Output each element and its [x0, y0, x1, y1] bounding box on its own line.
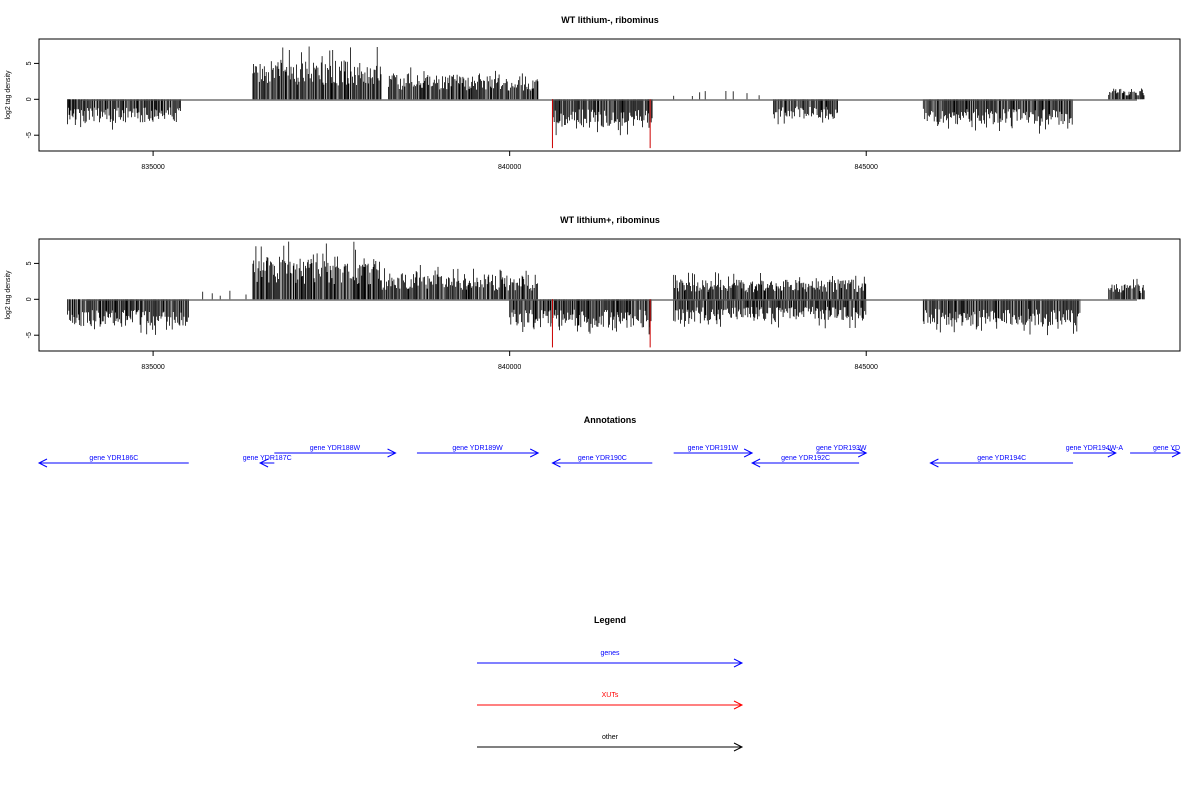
legend-arrowhead — [733, 658, 744, 668]
panel2-y-tick-label: 5 — [26, 261, 33, 265]
legend-label: other — [602, 734, 619, 741]
gene-feature-arrowhead — [858, 448, 868, 458]
gene-feature-label: gene YDR194W-A — [1066, 445, 1124, 452]
legend-arrowhead — [733, 700, 744, 710]
gene-feature-label: gene YDR193W — [816, 445, 867, 452]
panel2-xut-marks — [551, 299, 651, 348]
gene-feature-label: gene YD — [1153, 445, 1180, 452]
legend-label: XUTs — [602, 692, 619, 699]
legend: genes XUTs other — [477, 650, 744, 752]
panel2-ylabel: log2 tag density — [5, 270, 12, 320]
panel2-x-tick-label: 835000 — [141, 364, 164, 371]
panel2-signal-bars — [67, 241, 1145, 336]
gene-feature-label: gene YDR189W — [452, 445, 503, 452]
legend-arrowhead — [733, 742, 744, 752]
panel2-y-axis: -5 0 5 — [26, 261, 39, 338]
gene-feature-arrowhead — [551, 458, 561, 468]
panel1-x-tick-label: 845000 — [855, 164, 878, 171]
panel1-xut-marks — [551, 99, 651, 149]
gene-feature-arrowhead — [743, 448, 754, 458]
gene-feature-arrowhead — [1107, 448, 1117, 458]
gene-feature-label: gene YDR186C — [89, 455, 138, 462]
gene-feature-arrowhead — [258, 458, 269, 468]
panel2-x-tick-label: 845000 — [855, 364, 878, 371]
panel1-x-tick-label: 835000 — [141, 164, 164, 171]
legend-title: Legend — [594, 615, 626, 625]
annotation-track: gene YDR186C gene YDR187C gene YDR188W gene… — [37, 445, 1182, 468]
panel1-frame — [38, 38, 1181, 152]
gene-feature-label: gene YDR188W — [310, 445, 361, 452]
gene-feature-label: gene YDR187C — [243, 455, 292, 462]
gene-feature-arrowhead — [37, 458, 48, 468]
panel2-y-tick-label: -5 — [26, 332, 33, 338]
panel2-title: WT lithium+, ribominus — [560, 215, 660, 225]
panel1-signal-bars — [67, 46, 1145, 136]
annotations-title: Annotations — [584, 415, 637, 425]
gene-feature-arrowhead — [929, 458, 939, 468]
gene-feature-arrowhead — [387, 448, 397, 458]
panel2-y-tick-label: 0 — [26, 297, 33, 301]
panel1-ylabel: log2 tag density — [5, 70, 12, 120]
gene-feature-label: gene YDR190C — [578, 455, 627, 462]
gene-feature-arrowhead — [751, 458, 761, 468]
panel1-x-axis: 835000 840000 845000 — [141, 151, 878, 171]
panel1-title: WT lithium-, ribominus — [561, 15, 659, 25]
panel2-frame — [38, 238, 1181, 352]
legend-label: genes — [600, 650, 620, 657]
panel1-y-tick-label: 0 — [26, 97, 33, 101]
panel1-y-axis: -5 0 5 — [26, 61, 39, 138]
panel2-x-axis: 835000 840000 845000 — [141, 351, 878, 371]
panel1-y-tick-label: -5 — [26, 132, 33, 138]
gene-feature-arrowhead — [529, 448, 540, 458]
gene-feature-label: gene YDR191W — [688, 445, 739, 452]
panel1-y-tick-label: 5 — [26, 61, 33, 65]
panel1-x-tick-label: 840000 — [498, 164, 521, 171]
gene-feature-label: gene YDR192C — [781, 455, 830, 462]
gene-feature-label: gene YDR194C — [977, 455, 1026, 462]
gene-feature-arrowhead — [1171, 448, 1182, 458]
panel2-x-tick-label: 840000 — [498, 364, 521, 371]
